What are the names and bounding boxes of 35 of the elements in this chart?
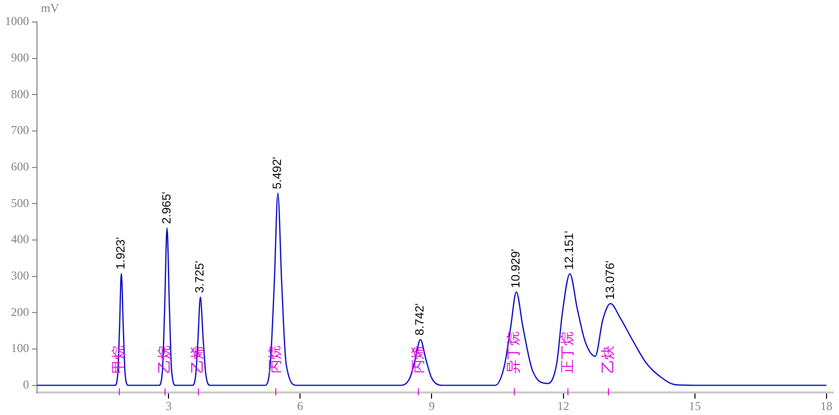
- annotation: 1.923': [114, 237, 128, 270]
- annotation: 乙烷: [156, 345, 172, 374]
- x-tick-label: 6: [297, 398, 304, 413]
- x-tick-label: 12: [557, 398, 570, 413]
- annotation: 乙炔: [599, 345, 616, 374]
- annotation: 10.929': [508, 248, 523, 288]
- y-tick-label: 0: [23, 377, 29, 392]
- x-tick-label: 9: [428, 398, 435, 413]
- y-axis-title: mV: [41, 1, 60, 16]
- y-tick-label: 900: [11, 50, 29, 64]
- y-tick-label: 1000: [5, 14, 29, 28]
- x-tick-label: 3: [166, 398, 172, 413]
- annotation: 8.742': [412, 303, 427, 336]
- annotation: 3.725': [192, 260, 207, 294]
- annotation: 丙烷: [266, 345, 283, 374]
- line-series: [37, 192, 828, 386]
- y-tick-label: 100: [11, 341, 29, 356]
- y-tick-label: 800: [11, 86, 29, 101]
- annotation: 乙烯: [189, 345, 206, 374]
- annotation: 12.151': [562, 230, 576, 270]
- annotation: 异丁烷: [505, 331, 522, 374]
- annotation: 丙烯: [409, 345, 426, 374]
- y-tick-label: 200: [11, 304, 29, 319]
- annotation: 13.076': [602, 260, 617, 300]
- x-tick-label: 18: [820, 398, 832, 413]
- annotation: 5.492': [270, 156, 284, 190]
- annotation: 正丁烷: [558, 331, 575, 374]
- annotation: 甲烷: [110, 345, 126, 374]
- y-tick-label: 500: [11, 196, 29, 210]
- x-tick-label: 15: [688, 398, 701, 413]
- annotation: 2.965': [159, 192, 174, 224]
- y-tick-label: 700: [11, 123, 29, 138]
- y-tick-label: 400: [11, 232, 29, 246]
- y-tick-label: 300: [11, 268, 29, 282]
- y-tick-label: 600: [11, 159, 29, 174]
